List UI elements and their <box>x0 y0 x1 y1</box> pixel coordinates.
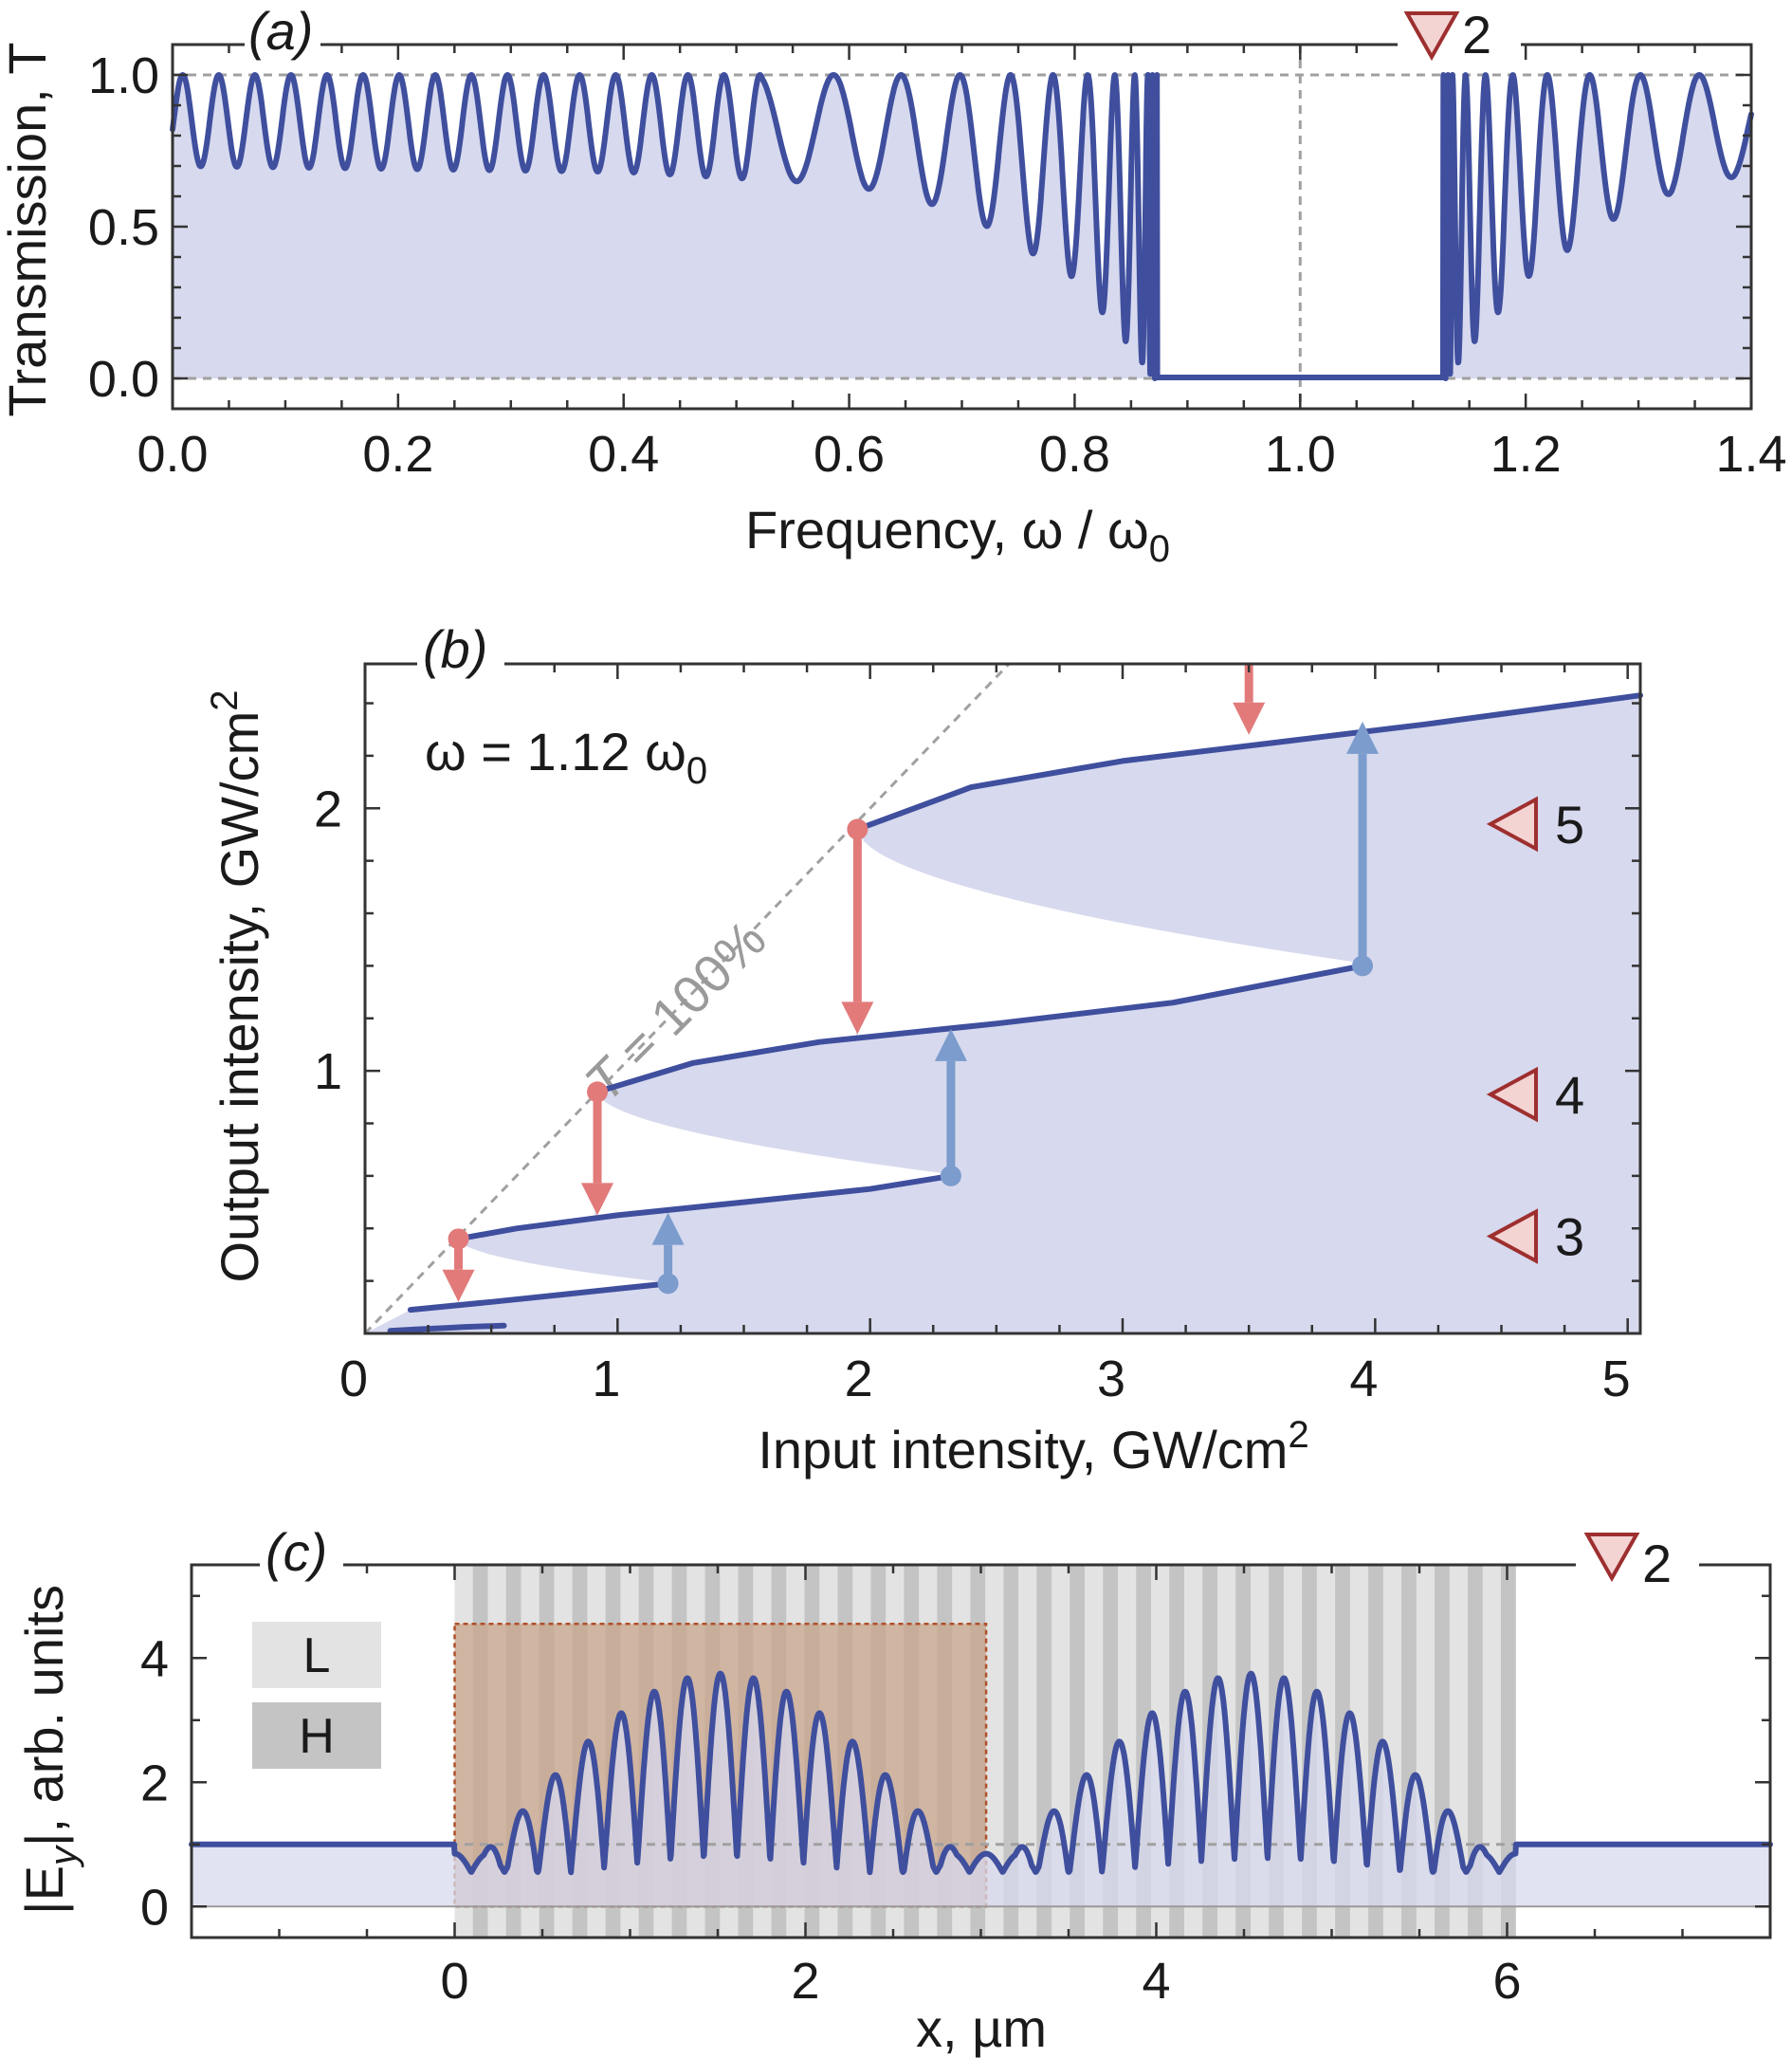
y-tick-label: 1.0 <box>88 47 159 104</box>
y-tick-label: 0.0 <box>88 351 159 408</box>
up-arrow-0-head <box>651 1212 685 1245</box>
down-arrow-2-dot <box>847 818 869 840</box>
panel-c: 0 2 4 6 0 2 4 (c) |Ey|, arb. units x, µm L H 2 <box>14 1522 1773 2058</box>
marker-label-5: 5 <box>1555 795 1584 854</box>
field-area <box>192 1673 1770 1907</box>
legend-swatch-l <box>252 1622 381 1688</box>
x-tick-label: 2 <box>791 1953 819 2010</box>
branch-0 <box>387 1322 507 1334</box>
x-tick-label: 0 <box>440 1953 468 2010</box>
y-tick-label: 4 <box>140 1630 169 1687</box>
marker-triangle-5 <box>1486 796 1538 853</box>
panel-b-markers: 5 4 3 <box>1486 795 1584 1267</box>
marker-gap <box>1576 1546 1699 1584</box>
panel-c-marker: 2 <box>1576 1533 1699 1593</box>
panel-b: T = 100% 0 1 2 3 4 5 1 2 (b) ω = 1.12 ω0 Output… <box>204 619 1643 1479</box>
y-tick-label: 0 <box>140 1879 169 1936</box>
y-tick-label: 2 <box>314 781 342 837</box>
panel-a-ticks: 0.0 0.2 0.4 0.6 0.8 1.0 1.2 1.4 0.0 0.5 1.0 <box>88 43 1787 483</box>
x-tick-label: 1.0 <box>1265 426 1336 483</box>
panel-c-legend: L H <box>252 1622 381 1769</box>
marker-label-3: 3 <box>1555 1207 1584 1267</box>
up-arrow-0-dot <box>657 1273 679 1295</box>
panel-b-frame <box>363 662 1642 1335</box>
x-tick-label: 1.4 <box>1715 426 1786 483</box>
x-tick-label: 6 <box>1492 1953 1521 2010</box>
marker-label: 2 <box>1642 1534 1672 1593</box>
panel-c-xlabel: x, µm <box>916 1998 1047 2058</box>
legend-label-h: H <box>299 1709 335 1764</box>
x-tick-label: 1.2 <box>1490 426 1562 483</box>
marker-triangle-4 <box>1486 1066 1538 1123</box>
legend-swatch-h <box>252 1702 381 1769</box>
bistable-lobe-3 <box>857 829 1363 1038</box>
branch-3 <box>594 963 1365 1095</box>
transmission-curve <box>170 72 1754 381</box>
up-arrow-2-head <box>1346 721 1380 754</box>
marker-triangle <box>1403 11 1460 62</box>
panel-b-label-gap <box>417 645 504 673</box>
down-arrow-1-dot <box>587 1081 609 1103</box>
y-tick-label: 2 <box>140 1755 169 1811</box>
down-arrow-1-head <box>581 1183 614 1216</box>
branch-2 <box>455 1172 954 1242</box>
panel-b-ylabel: Output intensity, GW/cm2 <box>204 690 269 1283</box>
down-arrow-0-dot <box>448 1228 469 1250</box>
x-tick-label: 4 <box>1142 1953 1170 2010</box>
panel-a-label: (a) <box>248 1 313 61</box>
panel-a-marker: 2 <box>1398 5 1521 64</box>
field-curve <box>189 1670 1773 1876</box>
down-arrow-0-head <box>442 1269 475 1302</box>
down-arrow-2-head <box>841 1001 874 1035</box>
y-tick-label: 0.5 <box>88 199 159 256</box>
up-arrow-1-dot <box>940 1165 961 1186</box>
panel-c-label-gap <box>260 1548 343 1576</box>
x-tick-label: 5 <box>1602 1351 1631 1407</box>
marker-label: 2 <box>1462 5 1491 64</box>
marker-triangle <box>1583 1533 1640 1583</box>
up-arrow-2-dot <box>1352 955 1374 977</box>
panel-b-xlabel: Input intensity, GW/cm2 <box>758 1414 1308 1479</box>
x-tick-label: 1 <box>592 1351 620 1407</box>
branch-1 <box>407 1280 671 1314</box>
marker-label-4: 4 <box>1555 1065 1584 1125</box>
legend-label-l: L <box>303 1628 331 1683</box>
x-tick-label: 0.4 <box>588 426 659 483</box>
down-arrow-3-head <box>1233 702 1266 735</box>
branch-4 <box>854 692 1643 833</box>
x-tick-label: 0.2 <box>362 426 433 483</box>
x-tick-label: 2 <box>845 1351 873 1407</box>
panel-a: 0.0 0.2 0.4 0.6 0.8 1.0 1.2 1.4 0.0 0.5 1.0 (a) Tr… <box>0 1 1787 570</box>
panel-b-ticks: 0 1 2 3 4 5 1 2 <box>314 664 1640 1407</box>
panel-c-ylabel: |Ey|, arb. units <box>14 1585 84 1915</box>
diagonal-line <box>363 662 1011 1335</box>
x-tick-label: 3 <box>1097 1351 1125 1407</box>
panel-c-ticks: 0 2 4 6 0 2 4 <box>140 1565 1772 2010</box>
panel-a-label-gap <box>245 28 320 57</box>
x-tick-label: 0.0 <box>137 426 208 483</box>
panel-a-plot-area <box>170 45 1754 409</box>
panel-a-xlabel: Frequency, ω / ω0 <box>745 500 1170 570</box>
x-tick-label: 0 <box>339 1351 368 1407</box>
panel-b-label: (b) <box>423 619 487 679</box>
x-tick-label: 0.6 <box>814 426 885 483</box>
panel-b-plot-area: T = 100% <box>363 662 1643 1335</box>
panel-c-label: (c) <box>265 1522 327 1582</box>
x-tick-label: 4 <box>1349 1351 1378 1407</box>
up-arrow-1-head <box>934 1028 967 1061</box>
panel-b-title: ω = 1.12 ω0 <box>425 722 707 792</box>
panel-a-ylabel: Transmission, T <box>0 42 57 416</box>
bistable-lobe-2 <box>597 1092 951 1219</box>
y-tick-label: 1 <box>314 1043 342 1100</box>
marker-triangle-3 <box>1486 1208 1538 1264</box>
panel-c-plot-area <box>189 1565 1773 1938</box>
x-tick-label: 0.8 <box>1039 426 1110 483</box>
